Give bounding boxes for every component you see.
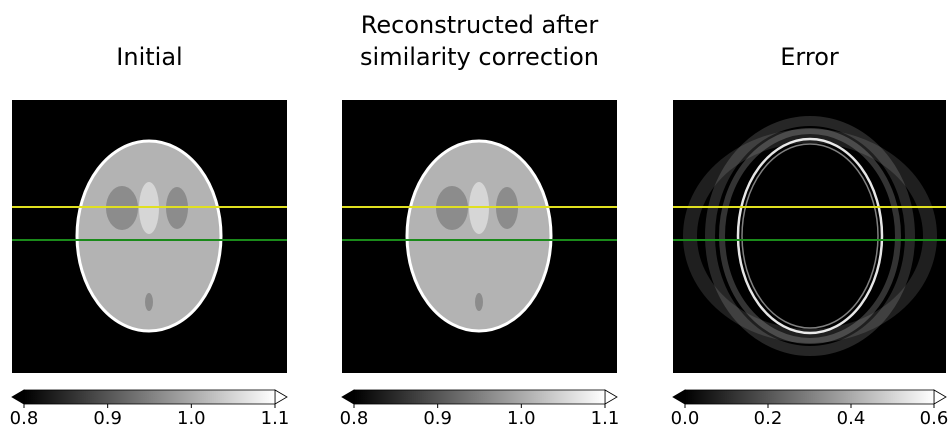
panel-title: Reconstructed after: [361, 11, 599, 39]
colorbar: [354, 390, 605, 404]
panel-title: Error: [780, 43, 839, 71]
colorbar-tick-label: 0.8: [10, 408, 39, 429]
colorbar-tick-label: 1.0: [507, 408, 536, 429]
colorbar-extend-low: [673, 390, 685, 404]
colorbar-tick-label: 0.0: [671, 408, 700, 429]
phantom-initial: [12, 100, 287, 373]
colorbar-tick-label: 0.2: [754, 408, 783, 429]
panel-title: Initial: [116, 43, 182, 71]
colorbar-extend-low: [12, 390, 24, 404]
colorbar-extend-high: [275, 390, 287, 404]
colorbar-extend-high: [934, 390, 946, 404]
panel-title: similarity correction: [360, 43, 599, 71]
colorbar: [24, 390, 275, 404]
colorbar-tick-label: 0.4: [837, 408, 866, 429]
colorbar-tick-label: 0.9: [423, 408, 452, 429]
colorbar-extend-high: [605, 390, 617, 404]
colorbar-tick-label: 1.1: [261, 408, 290, 429]
colorbar-tick-label: 1.1: [591, 408, 620, 429]
colorbar-extend-low: [342, 390, 354, 404]
phantom-reconstructed: [342, 100, 617, 373]
colorbar-tick-label: 0.6: [920, 408, 949, 429]
figure: Initial 0.8 0.9 1.0 1.1 Reconstructed after si…: [0, 0, 952, 430]
colorbar-tick-label: 0.8: [340, 408, 369, 429]
colorbar-tick-label: 0.9: [93, 408, 122, 429]
error-map: [673, 100, 946, 373]
colorbar: [685, 390, 934, 404]
colorbar-tick-label: 1.0: [177, 408, 206, 429]
